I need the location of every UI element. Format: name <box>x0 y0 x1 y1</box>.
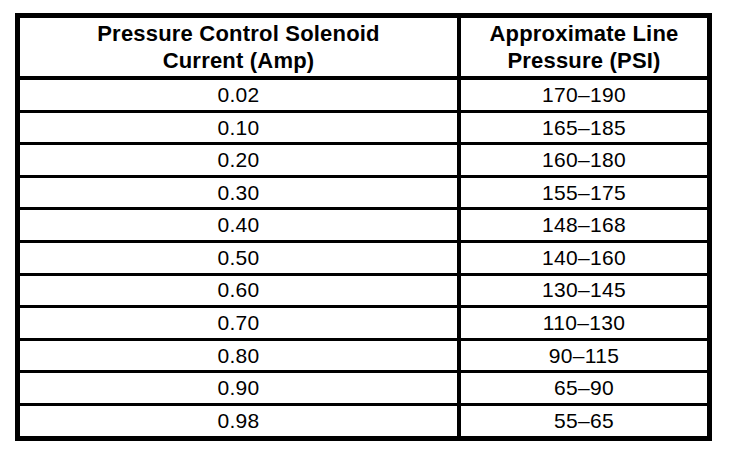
table-row: 0.60 130–145 <box>18 274 710 307</box>
table-row: 0.70 110–130 <box>18 307 710 340</box>
pressure-cell: 65–90 <box>459 372 710 405</box>
current-cell: 0.20 <box>18 144 460 177</box>
current-cell: 0.98 <box>18 405 460 439</box>
current-cell: 0.50 <box>18 242 460 275</box>
current-cell: 0.90 <box>18 372 460 405</box>
current-cell: 0.30 <box>18 176 460 209</box>
table-row: 0.20 160–180 <box>18 144 710 177</box>
table-row: 0.98 55–65 <box>18 405 710 439</box>
column-header-current-line2: Current (Amp) <box>163 48 315 73</box>
pressure-cell: 155–175 <box>459 176 710 209</box>
table-row: 0.80 90–115 <box>18 339 710 372</box>
pressure-table: Pressure Control Solenoid Current (Amp) … <box>15 13 712 441</box>
table-row: 0.50 140–160 <box>18 242 710 275</box>
document-page: Pressure Control Solenoid Current (Amp) … <box>0 0 736 456</box>
pressure-cell: 55–65 <box>459 405 710 439</box>
pressure-cell: 160–180 <box>459 144 710 177</box>
current-cell: 0.80 <box>18 339 460 372</box>
pressure-cell: 148–168 <box>459 209 710 242</box>
current-cell: 0.02 <box>18 78 460 111</box>
column-header-current-line1: Pressure Control Solenoid <box>97 21 380 46</box>
column-header-pressure: Approximate Line Pressure (PSI) <box>459 16 710 79</box>
current-cell: 0.70 <box>18 307 460 340</box>
pressure-cell: 90–115 <box>459 339 710 372</box>
pressure-cell: 170–190 <box>459 78 710 111</box>
table-row: 0.10 165–185 <box>18 111 710 144</box>
table-header: Pressure Control Solenoid Current (Amp) … <box>18 16 710 79</box>
table-row: 0.30 155–175 <box>18 176 710 209</box>
pressure-cell: 110–130 <box>459 307 710 340</box>
current-cell: 0.10 <box>18 111 460 144</box>
table-row: 0.02 170–190 <box>18 78 710 111</box>
pressure-cell: 165–185 <box>459 111 710 144</box>
column-header-current: Pressure Control Solenoid Current (Amp) <box>18 16 460 79</box>
current-cell: 0.60 <box>18 274 460 307</box>
column-header-pressure-line1: Approximate Line <box>489 21 678 46</box>
pressure-cell: 140–160 <box>459 242 710 275</box>
table-row: 0.90 65–90 <box>18 372 710 405</box>
pressure-cell: 130–145 <box>459 274 710 307</box>
table-row: 0.40 148–168 <box>18 209 710 242</box>
current-cell: 0.40 <box>18 209 460 242</box>
table-body: 0.02 170–190 0.10 165–185 0.20 160–180 0… <box>18 78 710 439</box>
header-row: Pressure Control Solenoid Current (Amp) … <box>18 16 710 79</box>
column-header-pressure-line2: Pressure (PSI) <box>507 48 660 73</box>
